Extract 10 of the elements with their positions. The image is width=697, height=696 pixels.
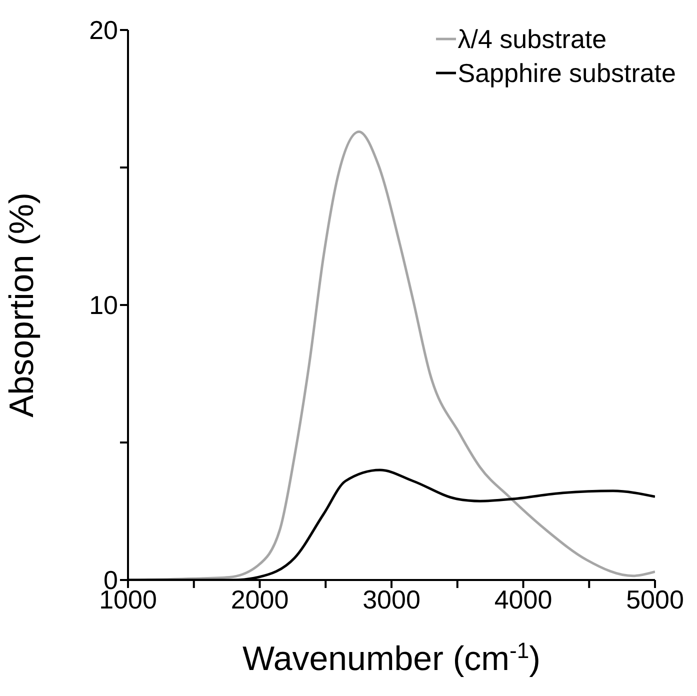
y-tick-label: 10 [89,290,118,320]
x-tick-label: 2000 [230,584,289,614]
y-axis-title: Absoprtion (%) [3,192,41,418]
x-tick-label: 4000 [494,584,552,614]
x-tick-label: 5000 [626,584,684,614]
y-tick-label: 20 [89,15,118,46]
legend-label: Sapphire substrate [458,57,676,90]
x-axis-title: Wavenumber (cm$^{-1}$) [242,638,541,678]
legend-label: λ/4 substrate [458,23,607,56]
x-tick-label: 3000 [362,584,420,614]
